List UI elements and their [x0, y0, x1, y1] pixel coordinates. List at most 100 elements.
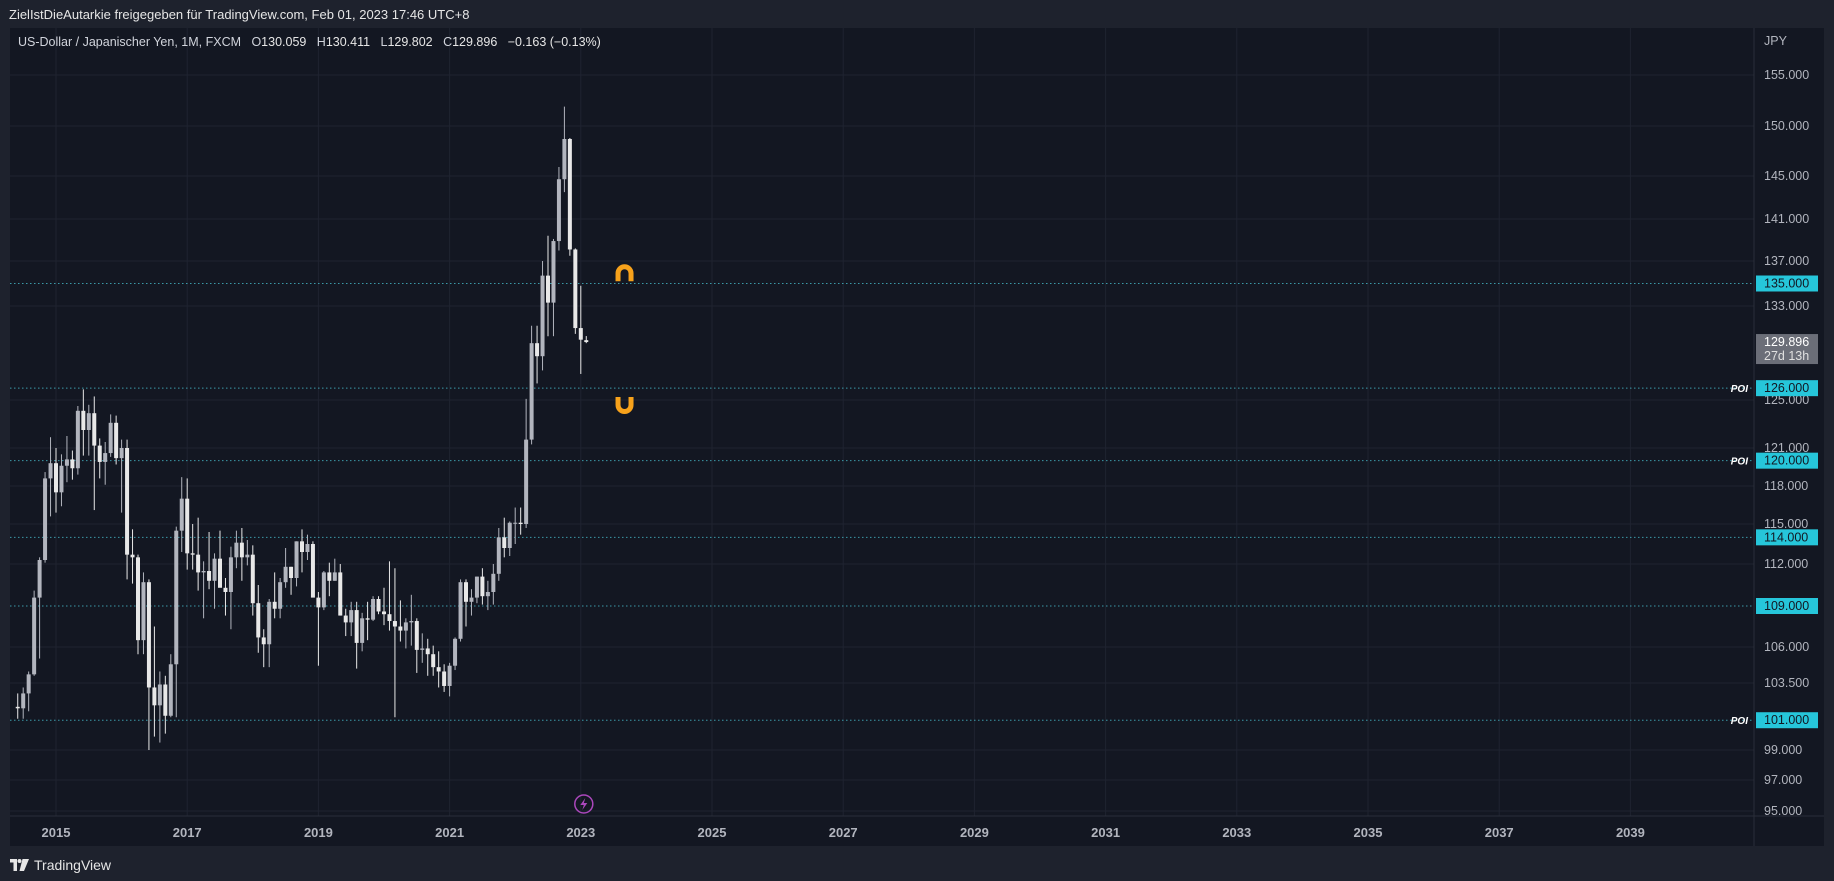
candle-body: [491, 573, 496, 592]
candle-body: [332, 572, 337, 581]
candle-body: [371, 599, 376, 620]
tradingview-logo[interactable]: TradingView: [10, 857, 111, 873]
candle-body: [48, 463, 53, 479]
price-tick-label: 115.000: [1764, 517, 1808, 531]
candle-body: [267, 601, 272, 645]
level-price-badge[interactable]: [1756, 452, 1818, 469]
time-tick-label: 2033: [1222, 825, 1251, 840]
candle-body: [212, 558, 217, 581]
time-tick-label: 2027: [829, 825, 858, 840]
candle-body: [507, 522, 512, 548]
magnet-up-icon[interactable]: [615, 264, 634, 282]
price-tick-label: 155.000: [1764, 68, 1809, 82]
candle-body: [234, 542, 239, 558]
candle-body: [256, 603, 261, 638]
high-label: H: [316, 35, 326, 49]
candle-body: [502, 537, 507, 548]
level-price-label: 109.000: [1764, 599, 1809, 613]
candle-body: [114, 422, 119, 459]
candle-body: [43, 478, 48, 560]
level-price-badge[interactable]: [1756, 275, 1818, 292]
low-value: 129.802: [387, 35, 433, 49]
candle-body: [185, 498, 190, 554]
candle-body: [289, 566, 294, 578]
candle-body: [81, 410, 86, 430]
candle-body: [54, 463, 58, 493]
candle-body: [86, 413, 91, 430]
candle-body: [343, 615, 348, 623]
price-tick-label: 121.000: [1764, 441, 1809, 455]
candle-body: [414, 621, 419, 650]
candle-body: [218, 558, 222, 588]
candle-body: [316, 597, 321, 608]
time-tick-label: 2021: [435, 825, 464, 840]
candle-body: [163, 684, 168, 716]
level-price-label: 114.000: [1764, 530, 1808, 544]
open-value: 130.059: [261, 35, 307, 49]
time-tick-label: 2023: [566, 825, 595, 840]
candle-body: [578, 328, 583, 340]
candle-body: [272, 601, 277, 609]
current-price-badge[interactable]: [1756, 334, 1818, 365]
candle-body: [360, 618, 365, 643]
candle-body: [327, 572, 332, 581]
bar-countdown-label: 27d 13h: [1764, 349, 1809, 363]
poi-tag: POI: [1731, 384, 1748, 395]
poi-tag: POI: [1731, 457, 1748, 468]
price-tick-label: 145.000: [1764, 169, 1809, 183]
price-tick-label: 137.000: [1764, 254, 1809, 268]
candle-body: [59, 465, 64, 493]
candle-body: [458, 582, 463, 639]
close-label: C: [443, 35, 453, 49]
candle-body: [179, 498, 184, 531]
time-tick-label: 2017: [173, 825, 202, 840]
level-price-label: 120.000: [1764, 454, 1809, 468]
candle-body: [261, 637, 266, 645]
price-tick-label: 99.000: [1764, 743, 1802, 757]
candle-body: [447, 665, 452, 686]
candle-body: [190, 553, 195, 555]
candle-body: [518, 522, 523, 524]
level-price-badge[interactable]: [1756, 598, 1818, 614]
candle-body: [338, 572, 343, 616]
level-price-badge[interactable]: [1756, 380, 1818, 397]
candle-body: [403, 622, 408, 631]
footer-bar: [0, 846, 1834, 881]
candle-body: [228, 557, 233, 592]
open-label: O: [251, 35, 262, 49]
time-tick-label: 2025: [698, 825, 727, 840]
candle-body: [573, 249, 578, 329]
currency-label: JPY: [1764, 34, 1788, 48]
candle-body: [305, 544, 310, 552]
lightning-event-icon[interactable]: [574, 794, 594, 814]
time-tick-label: 2039: [1616, 825, 1645, 840]
candle-body: [524, 439, 529, 524]
price-tick-label: 103.500: [1764, 676, 1809, 690]
candle-body: [425, 648, 430, 655]
candle-body: [174, 530, 179, 665]
candle-body: [556, 179, 561, 242]
price-tick-label: 97.000: [1764, 773, 1802, 787]
close-value: 129.896: [452, 35, 498, 49]
level-price-badge[interactable]: [1756, 529, 1818, 546]
candle-body: [513, 522, 518, 524]
time-tick-label: 2037: [1485, 825, 1514, 840]
candle-body: [546, 275, 550, 303]
magnet-down-icon[interactable]: [615, 397, 634, 414]
candle-body: [480, 576, 485, 597]
candle-body: [398, 626, 403, 631]
chart-pane[interactable]: [10, 28, 1824, 846]
price-tick-label: 112.000: [1764, 557, 1808, 571]
candle-body: [474, 576, 479, 598]
candle-body: [529, 343, 534, 440]
price-tick-label: 133.000: [1764, 299, 1809, 313]
candle-body: [15, 706, 20, 709]
price-tick-label: 150.000: [1764, 119, 1809, 133]
candle-body: [283, 566, 288, 583]
low-label: L: [380, 35, 388, 49]
candle-body: [300, 541, 304, 552]
high-value: 130.411: [325, 35, 371, 49]
candle-body: [157, 684, 162, 706]
level-price-badge[interactable]: [1756, 712, 1818, 729]
